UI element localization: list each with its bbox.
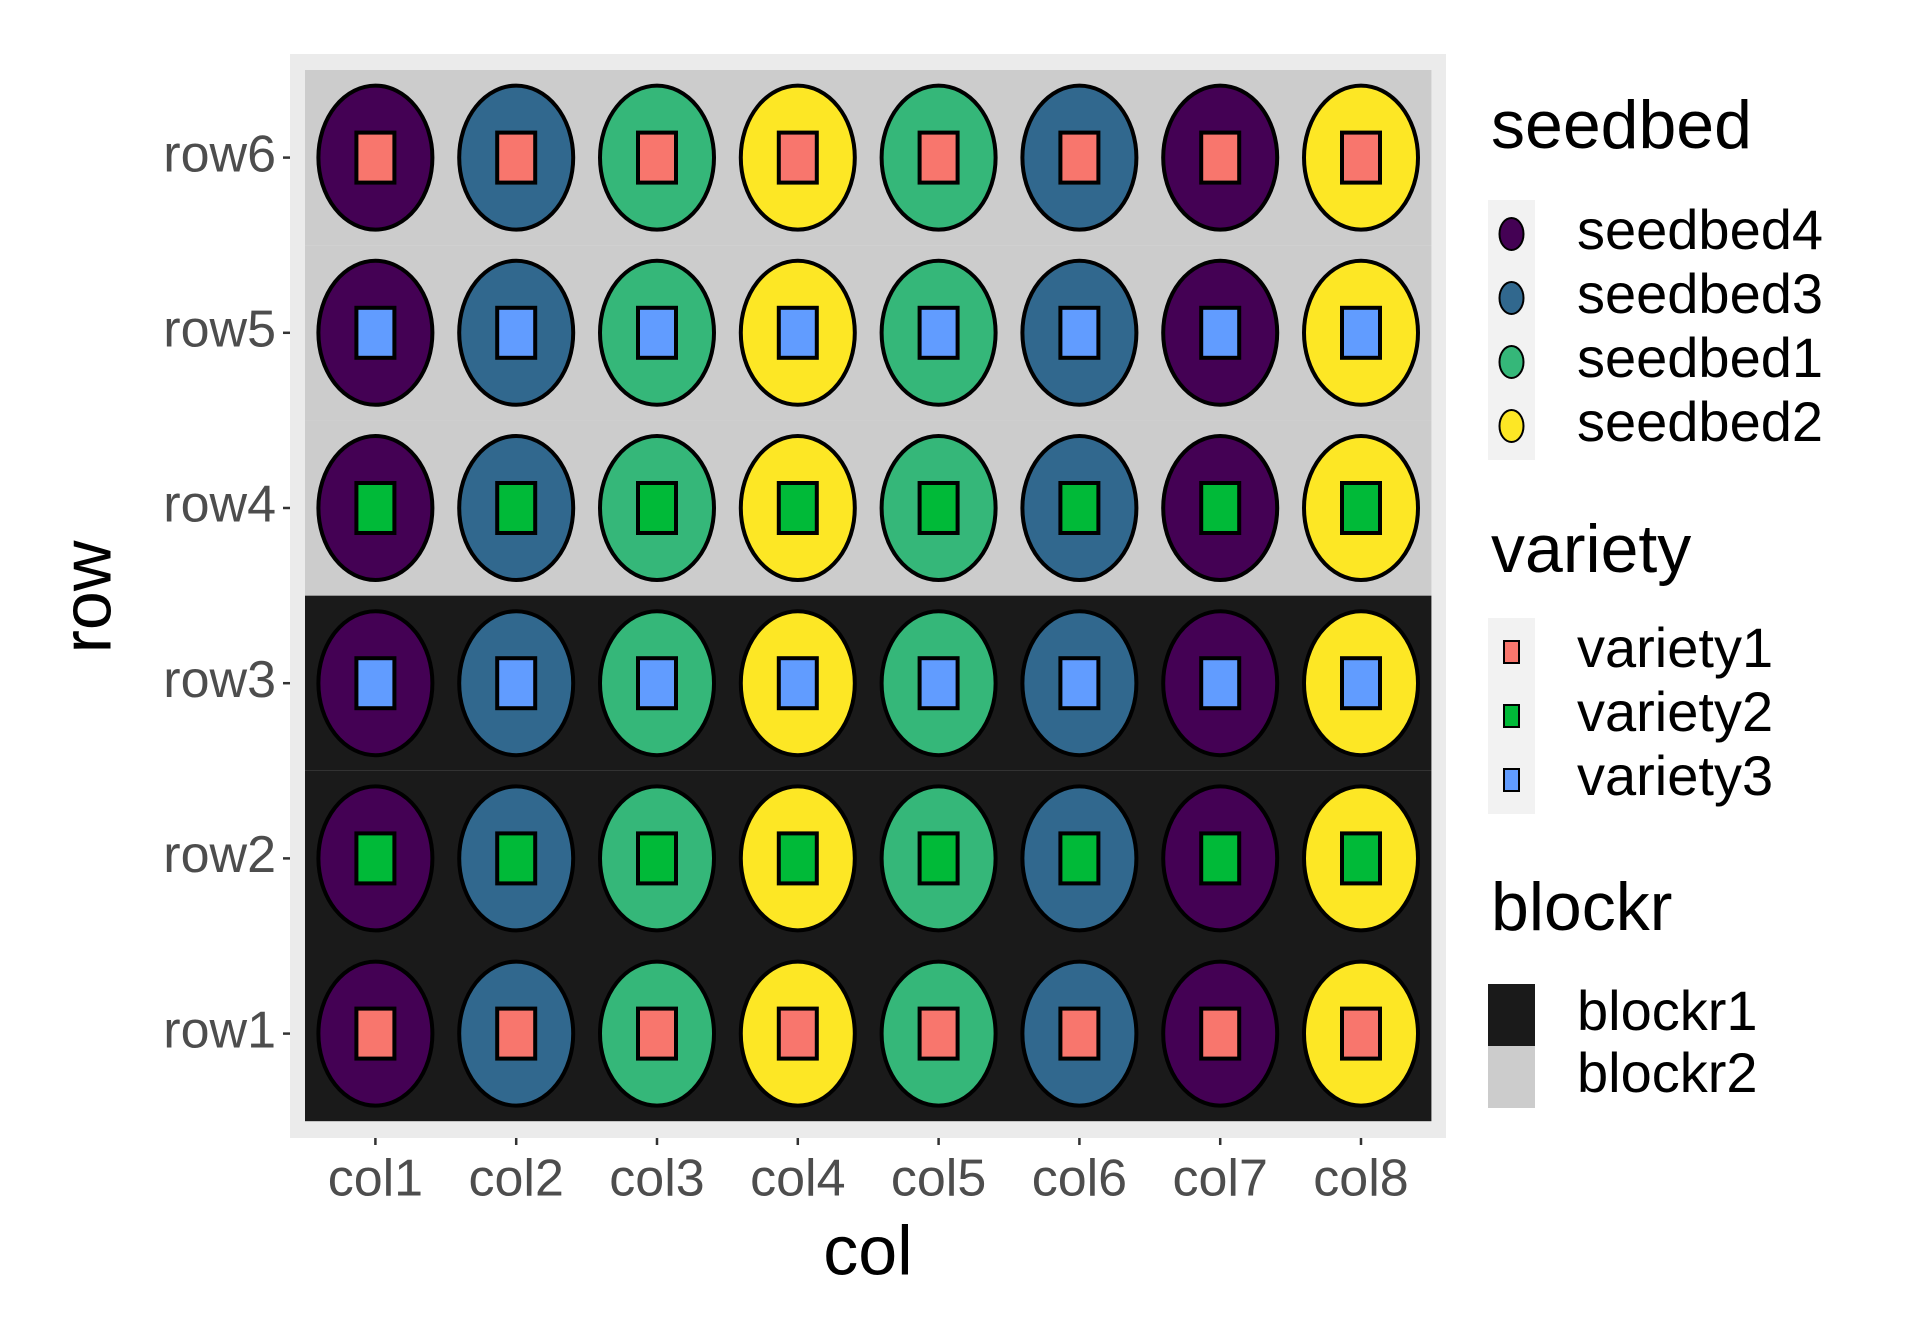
variety-square — [917, 130, 960, 185]
legend-key — [1503, 768, 1520, 792]
variety-square — [636, 656, 678, 711]
variety-square — [1199, 831, 1242, 886]
legend-key — [1488, 984, 1535, 1046]
variety-square — [636, 481, 678, 535]
legend-key — [1498, 281, 1525, 315]
variety-square — [636, 831, 678, 886]
variety-square — [1199, 1006, 1242, 1061]
x-tick-label: col1 — [328, 1150, 423, 1208]
legend-label: variety3 — [1577, 744, 1773, 807]
variety-square — [495, 305, 538, 360]
variety-square — [776, 130, 819, 185]
variety-square — [354, 305, 397, 360]
legend-key — [1498, 217, 1525, 251]
legend-label: variety1 — [1577, 616, 1773, 679]
variety-square — [354, 1006, 397, 1061]
variety-square — [495, 656, 538, 711]
legend-title: blockr — [1491, 869, 1672, 945]
variety-square — [1340, 481, 1382, 535]
variety-square — [917, 831, 960, 886]
variety-square — [354, 831, 397, 886]
variety-square — [354, 656, 397, 711]
y-tick-label: row4 — [163, 476, 276, 534]
legend-title: seedbed — [1491, 87, 1752, 163]
variety-square — [1340, 656, 1382, 711]
legend-key — [1498, 345, 1525, 379]
variety-square — [636, 1006, 678, 1061]
variety-square — [495, 831, 538, 886]
variety-square — [1058, 305, 1101, 360]
legend-label: variety2 — [1577, 680, 1773, 743]
x-tick-label: col3 — [609, 1150, 704, 1208]
variety-square — [917, 305, 960, 360]
y-axis-title: row — [47, 540, 125, 653]
legend-key — [1503, 640, 1520, 664]
y-tick-label: row6 — [163, 125, 276, 183]
variety-square — [1199, 656, 1242, 711]
legend-label: seedbed2 — [1577, 390, 1823, 453]
variety-square — [1058, 1006, 1101, 1061]
variety-square — [354, 481, 397, 535]
y-tick-label: row5 — [163, 301, 276, 359]
variety-square — [636, 130, 678, 185]
variety-square — [776, 831, 819, 886]
x-tick-label: col6 — [1032, 1150, 1127, 1208]
legend-label: blockr1 — [1577, 979, 1758, 1042]
x-tick-label: col4 — [750, 1150, 845, 1208]
legend-key — [1503, 704, 1520, 728]
y-tick-label: row1 — [163, 1001, 276, 1059]
variety-square — [636, 305, 678, 360]
variety-square — [1340, 831, 1382, 886]
variety-square — [354, 130, 397, 185]
variety-square — [776, 481, 819, 535]
variety-square — [1340, 1006, 1382, 1061]
variety-square — [1199, 481, 1242, 535]
legend-label: seedbed1 — [1577, 326, 1823, 389]
variety-square — [1199, 130, 1242, 185]
legend-label: seedbed4 — [1577, 198, 1823, 261]
x-tick-label: col5 — [891, 1150, 986, 1208]
x-tick-label: col7 — [1172, 1150, 1267, 1208]
legend-key — [1498, 409, 1525, 443]
variety-square — [1340, 130, 1382, 185]
variety-square — [917, 656, 960, 711]
variety-square — [1340, 305, 1382, 360]
variety-square — [917, 481, 960, 535]
variety-square — [1058, 656, 1101, 711]
legend-key — [1488, 1046, 1535, 1108]
variety-square — [495, 130, 538, 185]
variety-square — [917, 1006, 960, 1061]
x-tick-label: col2 — [468, 1150, 563, 1208]
legend-title: variety — [1491, 511, 1691, 587]
variety-square — [776, 305, 819, 360]
variety-square — [776, 1006, 819, 1061]
variety-square — [1199, 305, 1242, 360]
variety-square — [495, 481, 538, 535]
variety-square — [776, 656, 819, 711]
y-tick-label: row2 — [163, 826, 276, 884]
x-axis-title: col — [823, 1211, 912, 1289]
legend-label: blockr2 — [1577, 1041, 1758, 1104]
variety-square — [1058, 831, 1101, 886]
y-tick-label: row3 — [163, 651, 276, 709]
variety-square — [1058, 130, 1101, 185]
x-tick-label: col8 — [1313, 1150, 1408, 1208]
variety-square — [1058, 481, 1101, 535]
variety-square — [495, 1006, 538, 1061]
legend-label: seedbed3 — [1577, 262, 1823, 325]
